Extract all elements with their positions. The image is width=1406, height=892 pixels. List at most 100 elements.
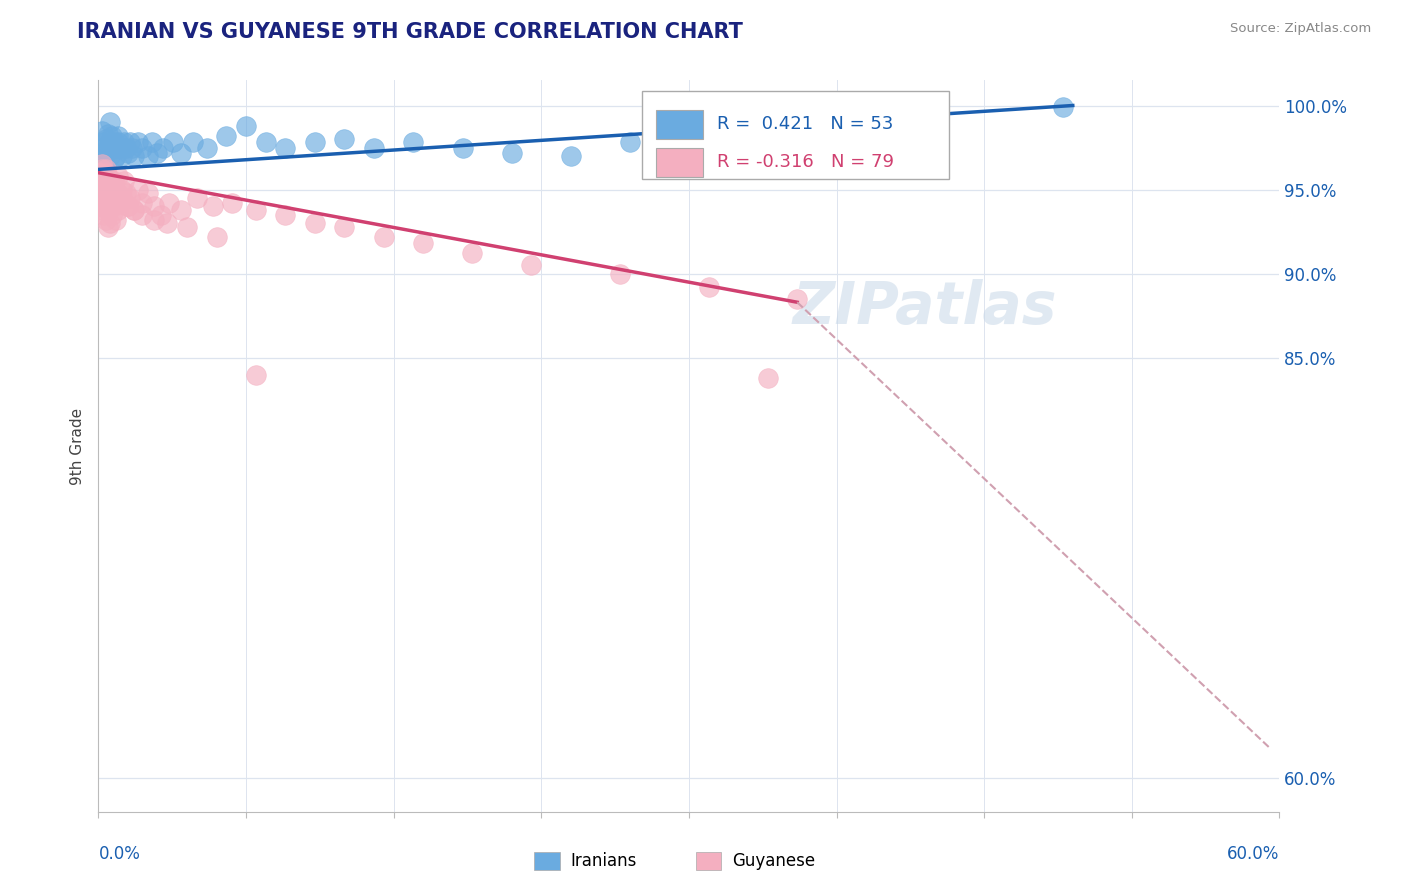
Point — [215, 128, 238, 143]
Point — [105, 212, 128, 227]
Point — [103, 199, 125, 213]
Point — [91, 174, 114, 188]
Text: IRANIAN VS GUYANESE 9TH GRADE CORRELATION CHART: IRANIAN VS GUYANESE 9TH GRADE CORRELATIO… — [77, 22, 744, 42]
Point — [150, 208, 173, 222]
Point — [98, 183, 121, 197]
Point — [89, 179, 111, 194]
Point — [89, 199, 111, 213]
Point — [461, 246, 484, 260]
Point — [91, 162, 114, 177]
Point — [274, 140, 297, 154]
Point — [304, 136, 326, 150]
Point — [122, 149, 145, 163]
Point — [1052, 100, 1074, 114]
Point — [105, 196, 128, 211]
Point — [101, 191, 124, 205]
Point — [101, 140, 124, 154]
Point — [107, 202, 129, 217]
Point — [121, 140, 143, 154]
Point — [697, 125, 720, 139]
Point — [142, 212, 165, 227]
Point — [91, 140, 114, 154]
Point — [697, 280, 720, 294]
Text: Iranians: Iranians — [571, 852, 637, 870]
Point — [176, 219, 198, 234]
Point — [373, 229, 395, 244]
Point — [520, 258, 543, 272]
Point — [122, 202, 145, 217]
Point — [101, 128, 124, 143]
Point — [127, 136, 149, 150]
Point — [181, 136, 204, 150]
Point — [195, 140, 218, 154]
Point — [619, 136, 641, 150]
Point — [103, 183, 125, 197]
Point — [402, 136, 425, 150]
Point — [108, 196, 131, 211]
Point — [146, 145, 169, 160]
Point — [156, 216, 179, 230]
Point — [93, 199, 115, 213]
Point — [105, 140, 128, 154]
Point — [152, 140, 174, 154]
Point — [97, 186, 120, 200]
Point — [333, 132, 356, 146]
Point — [235, 119, 257, 133]
Point — [118, 191, 141, 205]
Point — [93, 169, 115, 183]
Point — [412, 236, 434, 251]
Point — [136, 149, 159, 163]
Point — [131, 196, 153, 211]
Point — [96, 179, 118, 194]
Point — [98, 216, 121, 230]
Point — [609, 267, 631, 281]
Bar — [655, 110, 703, 139]
Point — [101, 186, 124, 200]
Point — [127, 183, 149, 197]
Point — [103, 136, 125, 150]
Point — [776, 136, 799, 150]
Point — [93, 186, 115, 200]
Point — [101, 208, 124, 222]
Point — [96, 145, 118, 160]
Point — [221, 196, 243, 211]
Point — [108, 140, 131, 154]
Point — [112, 174, 135, 188]
Point — [98, 149, 121, 163]
Text: R =  0.421   N = 53: R = 0.421 N = 53 — [717, 115, 894, 133]
Point — [205, 229, 228, 244]
Point — [101, 174, 124, 188]
Point — [89, 166, 111, 180]
Point — [89, 153, 111, 167]
Point — [333, 219, 356, 234]
Point — [91, 191, 114, 205]
Point — [115, 186, 138, 200]
Point — [117, 199, 139, 213]
Point — [786, 292, 808, 306]
Point — [501, 145, 523, 160]
Point — [118, 136, 141, 150]
Point — [96, 196, 118, 211]
Point — [107, 169, 129, 183]
Point — [93, 136, 115, 150]
Point — [112, 136, 135, 150]
Y-axis label: 9th Grade: 9th Grade — [70, 408, 86, 484]
Point — [98, 179, 121, 194]
Point — [107, 136, 129, 150]
Point — [245, 202, 267, 217]
Point — [131, 140, 153, 154]
Text: ZIPatlas: ZIPatlas — [793, 279, 1057, 335]
Text: 60.0%: 60.0% — [1227, 845, 1279, 863]
Point — [170, 202, 193, 217]
Text: Source: ZipAtlas.com: Source: ZipAtlas.com — [1230, 22, 1371, 36]
Point — [103, 174, 125, 188]
Point — [107, 186, 129, 200]
Point — [117, 199, 139, 213]
Point — [136, 186, 159, 200]
Point — [122, 202, 145, 217]
Point — [304, 216, 326, 230]
Point — [93, 183, 115, 197]
Point — [89, 166, 111, 180]
Point — [111, 191, 134, 205]
Point — [162, 136, 184, 150]
